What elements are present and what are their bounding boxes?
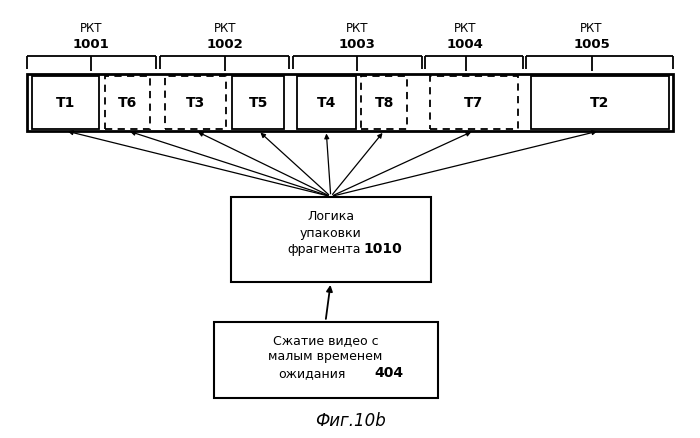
Bar (164, 77, 226, 129)
Text: 1001: 1001 (73, 38, 109, 51)
Text: Т4: Т4 (316, 96, 336, 110)
Text: 1002: 1002 (207, 38, 244, 51)
Text: малым временем: малым временем (268, 350, 383, 363)
Text: РКТ: РКТ (580, 22, 603, 35)
Text: 1010: 1010 (364, 241, 402, 255)
Bar (430, 77, 518, 129)
Bar (531, 77, 668, 129)
Text: упаковки: упаковки (300, 226, 362, 239)
Bar (231, 197, 430, 283)
Bar (27, 74, 673, 131)
Text: РКТ: РКТ (80, 22, 102, 35)
Text: Т6: Т6 (118, 96, 137, 110)
Text: фрагмента: фрагмента (287, 243, 360, 256)
Text: РКТ: РКТ (454, 22, 477, 35)
Text: Т7: Т7 (464, 96, 484, 110)
Text: Логика: Логика (307, 209, 354, 223)
Text: РКТ: РКТ (346, 22, 368, 35)
Text: Т3: Т3 (186, 96, 205, 110)
Bar (361, 77, 407, 129)
Bar (32, 77, 99, 129)
Text: 404: 404 (374, 365, 403, 379)
Text: Т5: Т5 (248, 96, 268, 110)
Text: Т1: Т1 (55, 96, 75, 110)
Text: Фиг.10b: Фиг.10b (314, 411, 386, 429)
Bar (297, 77, 356, 129)
Bar (214, 322, 438, 399)
Text: ожидания: ожидания (278, 366, 345, 379)
Text: РКТ: РКТ (214, 22, 237, 35)
Text: Сжатие видео с: Сжатие видео с (273, 333, 378, 346)
Text: 1003: 1003 (339, 38, 375, 51)
Text: Т2: Т2 (590, 96, 610, 110)
Text: 1005: 1005 (573, 38, 610, 51)
Bar (105, 77, 150, 129)
Text: Т8: Т8 (374, 96, 394, 110)
Text: 1004: 1004 (447, 38, 484, 51)
Bar (232, 77, 284, 129)
